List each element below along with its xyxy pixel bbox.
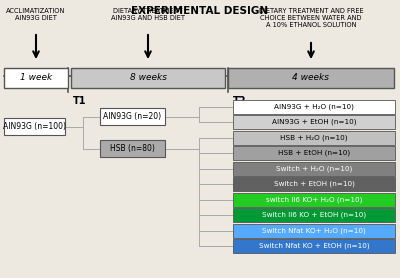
Text: AIN93G (n=100): AIN93G (n=100)	[3, 122, 66, 131]
Text: EXPERIMENTAL DESIGN: EXPERIMENTAL DESIGN	[132, 6, 268, 16]
Text: Switch + EtOH (n=10): Switch + EtOH (n=10)	[274, 181, 354, 187]
Text: HSB (n=80): HSB (n=80)	[110, 144, 155, 153]
Text: DIETARY TREATMENT AND FREE
CHOICE BETWEEN WATER AND
A 10% ETHANOL SOLUTION: DIETARY TREATMENT AND FREE CHOICE BETWEE…	[259, 8, 363, 28]
Text: Switch Il6 KO + EtOH (n=10): Switch Il6 KO + EtOH (n=10)	[262, 212, 366, 218]
Bar	[233, 239, 395, 253]
Text: AIN93G + EtOH (n=10): AIN93G + EtOH (n=10)	[272, 119, 356, 125]
Text: HSB + EtOH (n=10): HSB + EtOH (n=10)	[278, 150, 350, 156]
Bar	[100, 108, 165, 125]
Text: T2: T2	[233, 96, 246, 106]
Text: T1: T1	[73, 96, 86, 106]
Text: Switch Nfat KO+ H₂O (n=10): Switch Nfat KO+ H₂O (n=10)	[262, 228, 366, 234]
Text: ACCLIMATIZATION
AIN93G DIET: ACCLIMATIZATION AIN93G DIET	[6, 8, 66, 21]
Bar	[233, 131, 395, 145]
Text: 8 weeks: 8 weeks	[130, 73, 166, 83]
Bar	[4, 118, 65, 135]
Bar	[233, 208, 395, 222]
Bar	[233, 115, 395, 129]
Bar	[233, 224, 395, 238]
Bar	[233, 193, 395, 207]
Text: 4 weeks: 4 weeks	[292, 73, 330, 83]
Text: 1 week: 1 week	[20, 73, 52, 83]
Bar	[71, 68, 225, 88]
Text: DIETARY TREATMENT
AIN93G AND HSB DIET: DIETARY TREATMENT AIN93G AND HSB DIET	[111, 8, 185, 21]
Text: HSB + H₂O (n=10): HSB + H₂O (n=10)	[280, 135, 348, 141]
Bar	[233, 162, 395, 176]
Text: AIN93G (n=20): AIN93G (n=20)	[104, 112, 162, 121]
Text: Switch + H₂O (n=10): Switch + H₂O (n=10)	[276, 166, 352, 172]
Bar	[233, 177, 395, 191]
Bar	[228, 68, 394, 88]
Bar	[100, 140, 165, 157]
Text: Switch Nfat KO + EtOH (n=10): Switch Nfat KO + EtOH (n=10)	[259, 243, 369, 249]
Bar	[233, 100, 395, 114]
Text: AIN93G + H₂O (n=10): AIN93G + H₂O (n=10)	[274, 104, 354, 110]
Bar	[4, 68, 68, 88]
Text: switch Il6 KO+ H₂O (n=10): switch Il6 KO+ H₂O (n=10)	[266, 197, 362, 203]
Bar	[233, 146, 395, 160]
